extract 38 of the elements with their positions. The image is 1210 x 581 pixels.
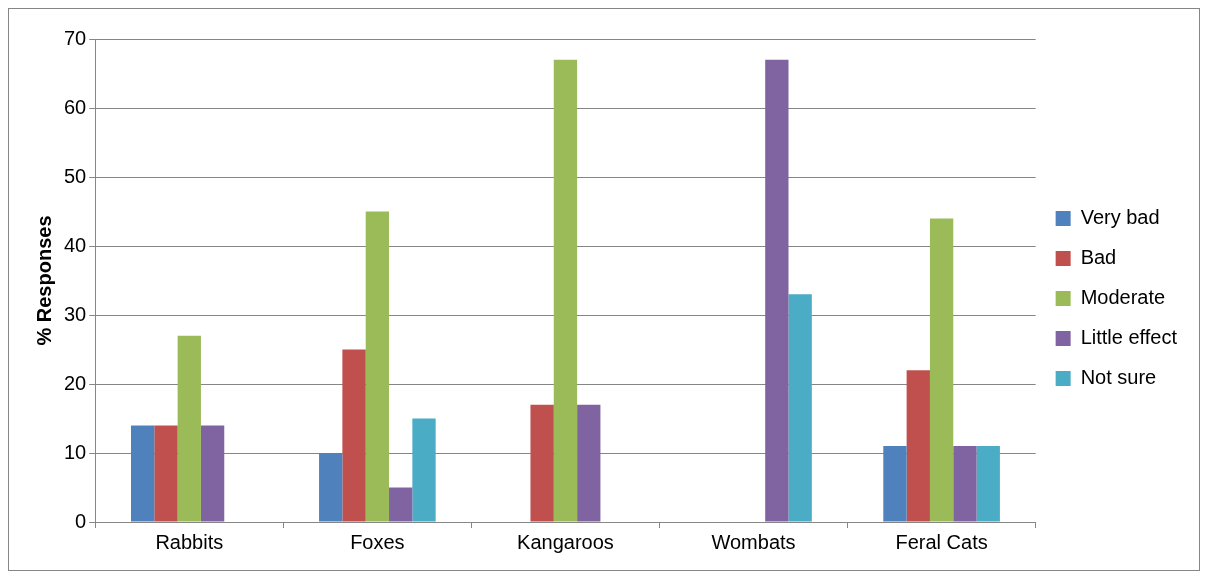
legend-label: Moderate — [1080, 286, 1166, 309]
x-tick-label: Wombats — [711, 530, 796, 553]
x-tick-label: Feral Cats — [895, 530, 988, 553]
bar — [177, 335, 201, 522]
bar — [389, 487, 413, 522]
y-axis-title: % Responses — [32, 215, 55, 346]
y-tick-label: 0 — [75, 509, 87, 532]
x-tick-label: Kangaroos — [517, 530, 614, 553]
bar — [412, 418, 436, 522]
y-tick-label: 10 — [64, 440, 87, 463]
bar — [342, 349, 366, 522]
bar — [130, 425, 155, 522]
y-tick-label: 50 — [64, 164, 87, 187]
bar — [319, 453, 343, 522]
y-tick-label: 30 — [64, 302, 87, 325]
y-tick-label: 40 — [64, 233, 87, 256]
bar — [906, 370, 930, 522]
bar — [953, 446, 977, 522]
legend-label: Little effect — [1080, 326, 1178, 349]
legend-label: Not sure — [1080, 366, 1157, 389]
bar — [365, 211, 390, 522]
bar — [976, 446, 1000, 522]
y-tick-label: 70 — [64, 26, 87, 49]
legend-label: Bad — [1080, 246, 1117, 269]
bar — [530, 404, 554, 522]
bar — [788, 294, 812, 522]
y-tick-label: 20 — [64, 371, 87, 394]
bar — [929, 218, 954, 522]
bar — [200, 425, 225, 522]
x-tick-label: Foxes — [350, 530, 405, 553]
bar — [883, 446, 907, 522]
bar — [765, 59, 789, 522]
bar — [577, 404, 601, 522]
x-tick-label: Rabbits — [155, 530, 224, 553]
legend-label: Very bad — [1080, 206, 1160, 229]
bar — [553, 59, 578, 522]
bar — [154, 425, 178, 522]
y-tick-label: 60 — [64, 95, 87, 118]
